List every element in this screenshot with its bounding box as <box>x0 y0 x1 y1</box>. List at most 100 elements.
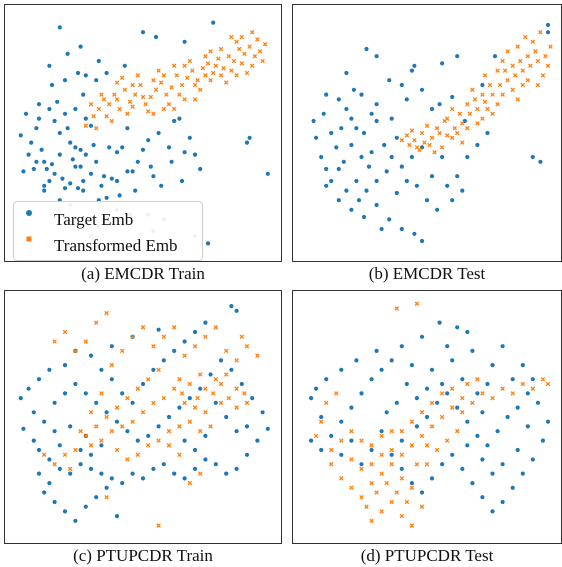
target-emb-point <box>57 130 62 136</box>
target-emb-point <box>203 320 208 325</box>
target-emb-point <box>389 154 394 160</box>
transformed-emb-point <box>339 438 344 443</box>
target-emb-point <box>379 226 384 232</box>
legend: Target Emb Transformed Emb <box>13 201 203 261</box>
transformed-emb-point <box>127 99 133 105</box>
transformed-emb-point <box>394 490 400 495</box>
target-emb-point <box>339 419 344 424</box>
transformed-emb-point <box>226 395 232 401</box>
transformed-emb-point <box>216 56 221 61</box>
transformed-emb-point <box>161 73 167 78</box>
transformed-emb-point <box>249 63 255 69</box>
transformed-emb-point <box>184 75 190 81</box>
transformed-emb-point <box>234 73 239 78</box>
target-emb-point <box>75 186 81 191</box>
target-emb-point <box>399 226 404 232</box>
target-emb-point <box>122 63 127 68</box>
transformed-emb-point <box>203 334 208 340</box>
target-emb-point <box>460 377 465 382</box>
target-emb-point <box>161 358 166 363</box>
target-emb-point <box>140 476 146 481</box>
transformed-emb-point <box>419 504 425 509</box>
target-emb-point <box>211 20 216 25</box>
target-emb-point <box>455 174 460 179</box>
target-emb-point <box>83 152 88 157</box>
target-emb-point <box>440 381 445 387</box>
target-emb-point <box>156 424 161 429</box>
target-emb-point <box>359 154 364 160</box>
transformed-emb-point <box>334 391 339 396</box>
transformed-emb-point <box>328 447 334 453</box>
transformed-emb-point <box>429 424 435 429</box>
transformed-emb-point <box>119 75 125 81</box>
target-emb-point <box>414 396 419 401</box>
target-emb-point <box>151 174 156 179</box>
transformed-emb-point <box>487 82 493 88</box>
target-emb-point <box>374 54 379 59</box>
transformed-emb-point <box>417 147 422 153</box>
target-emb-point <box>140 381 146 387</box>
target-emb-point <box>57 25 62 30</box>
transformed-emb-point <box>130 334 135 340</box>
target-emb-point <box>83 391 88 396</box>
target-emb-point <box>329 178 334 184</box>
transformed-emb-point <box>236 46 242 52</box>
transformed-emb-point <box>242 391 247 396</box>
transformed-emb-point <box>262 41 268 47</box>
target-emb-point <box>148 164 153 169</box>
target-emb-point <box>520 471 525 476</box>
target-emb-point <box>52 429 57 434</box>
transformed-emb-point <box>192 82 198 88</box>
target-emb-point <box>399 82 404 88</box>
transformed-emb-point <box>525 53 531 59</box>
target-emb-point <box>374 118 379 124</box>
transformed-emb-point <box>545 381 551 387</box>
transformed-emb-point <box>218 400 224 406</box>
transformed-emb-point <box>130 82 135 88</box>
transformed-emb-point <box>475 376 480 382</box>
transformed-emb-point <box>234 358 239 363</box>
target-emb-point <box>492 54 498 59</box>
transformed-emb-point <box>130 419 135 424</box>
target-emb-point <box>450 358 455 363</box>
target-emb-point <box>62 391 68 396</box>
transformed-emb-point <box>109 362 115 368</box>
transformed-emb-point <box>510 391 515 396</box>
target-emb-point <box>192 329 198 335</box>
target-emb-point <box>229 367 234 372</box>
target-emb-point <box>329 433 334 438</box>
target-emb-point <box>109 377 114 382</box>
target-emb-point <box>344 106 349 112</box>
transformed-emb-point <box>482 99 488 105</box>
target-emb-point <box>29 140 34 145</box>
target-emb-point <box>104 195 109 200</box>
plot-area <box>292 4 562 262</box>
transformed-emb-point <box>244 343 250 349</box>
transformed-emb-point <box>114 80 120 85</box>
transformed-emb-point <box>454 428 460 434</box>
target-emb-point <box>70 157 75 162</box>
transformed-emb-point <box>140 94 146 100</box>
target-emb-point <box>31 410 36 415</box>
target-emb-point <box>151 466 156 471</box>
target-emb-point <box>135 159 140 164</box>
transformed-emb-point <box>465 381 470 387</box>
target-emb-point <box>374 202 379 208</box>
target-emb-point <box>475 433 480 438</box>
target-emb-point <box>99 443 104 448</box>
target-emb-point <box>151 367 156 372</box>
legend-entry-target: Target Emb <box>24 208 133 232</box>
transformed-emb-point <box>444 133 450 138</box>
target-emb-point <box>244 452 250 457</box>
transformed-emb-point <box>510 87 515 93</box>
target-emb-point <box>96 58 101 64</box>
transformed-emb-point <box>104 494 109 500</box>
transformed-emb-point <box>419 433 425 439</box>
transformed-emb-point <box>520 381 526 387</box>
transformed-emb-point <box>109 428 115 434</box>
transformed-emb-point <box>93 125 99 131</box>
transformed-emb-point <box>434 447 440 453</box>
target-emb-point <box>47 367 52 372</box>
legend-label: Transformed Emb <box>54 236 178 255</box>
transformed-emb-point <box>394 306 400 311</box>
